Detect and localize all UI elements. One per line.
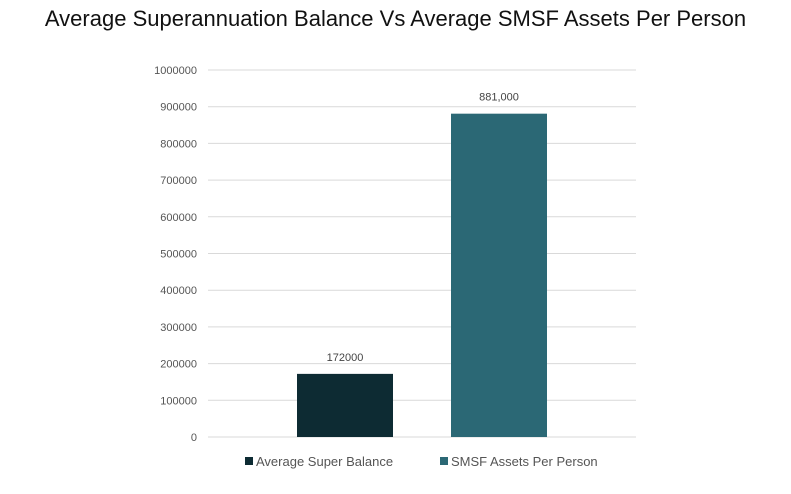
legend-swatch	[245, 457, 253, 465]
bar	[297, 373, 393, 437]
y-tick-label: 400000	[160, 285, 197, 297]
y-tick-label: 900000	[160, 102, 197, 114]
y-tick-label: 600000	[160, 212, 197, 224]
legend-swatch	[440, 457, 448, 465]
chart-title: Average Superannuation Balance Vs Averag…	[44, 6, 747, 31]
y-tick-label: 300000	[160, 322, 197, 334]
y-tick-label: 0	[191, 432, 197, 444]
y-tick-label: 700000	[160, 175, 197, 187]
y-tick-label: 200000	[160, 359, 197, 371]
data-label: 881,000	[479, 92, 519, 104]
bar	[451, 113, 547, 437]
y-tick-label: 500000	[160, 249, 197, 261]
legend-label: SMSF Assets Per Person	[451, 454, 598, 469]
data-label: 172000	[327, 352, 364, 364]
y-tick-label: 1000000	[154, 65, 197, 77]
legend-label: Average Super Balance	[256, 454, 393, 469]
y-tick-label: 800000	[160, 138, 197, 150]
y-tick-label: 100000	[160, 395, 197, 407]
